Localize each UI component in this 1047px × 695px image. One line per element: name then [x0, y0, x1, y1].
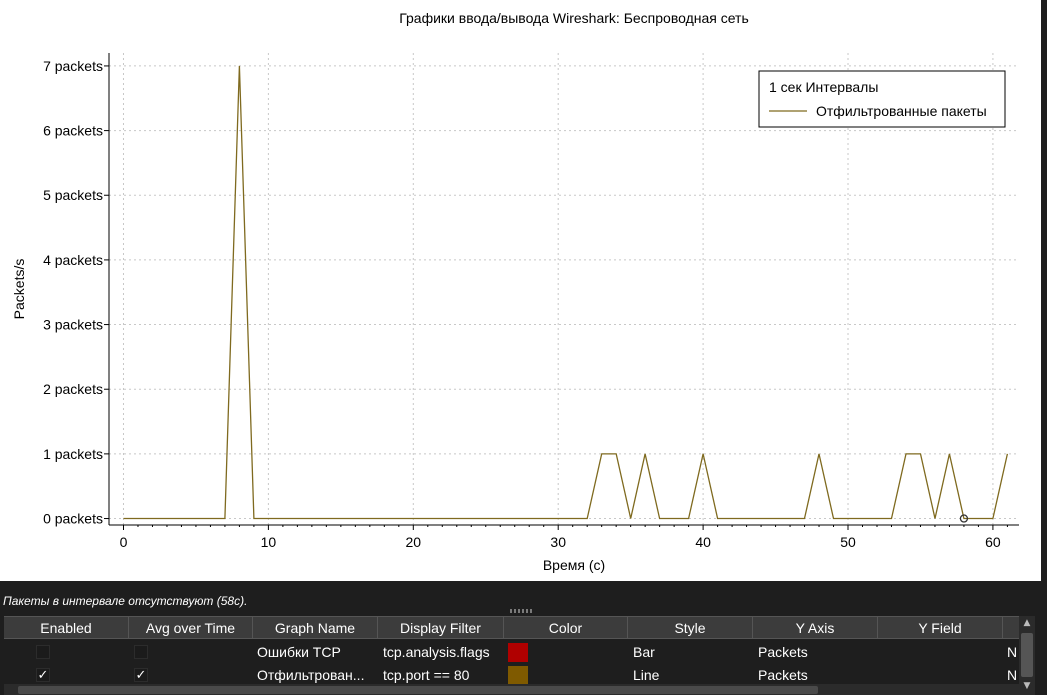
x-axis-label: Время (c) — [543, 557, 605, 573]
y-tick-label: 0 packets — [43, 511, 103, 527]
avg-over-time-checkbox[interactable] — [134, 645, 148, 659]
y-tick-label: 7 packets — [43, 58, 103, 74]
style-cell[interactable]: Bar — [633, 644, 655, 660]
col-header-color[interactable]: Color — [504, 617, 628, 639]
x-tick-label: 40 — [695, 534, 711, 550]
table-row[interactable]: ✓ ✓ Отфильтрован... tcp.port == 80 Line … — [4, 664, 1019, 687]
display-filter-cell[interactable]: tcp.port == 80 — [383, 667, 470, 683]
splitter-handle[interactable] — [510, 609, 534, 613]
y-tick-label: 5 packets — [43, 187, 103, 203]
chart-title: Графики ввода/вывода Wireshark: Беспрово… — [399, 10, 749, 26]
col-header-display-filter[interactable]: Display Filter — [378, 617, 504, 639]
legend-box — [758, 70, 1006, 128]
x-tick-label: 20 — [406, 534, 422, 550]
legend-header: 1 сек Интервалы — [769, 79, 878, 95]
y-tick-label: 1 packets — [43, 446, 103, 462]
enabled-checkbox[interactable] — [36, 645, 50, 659]
graphs-table: Enabled Avg over Time Graph Name Display… — [4, 616, 1019, 695]
x-tick-label: 10 — [261, 534, 277, 550]
enabled-checkbox[interactable]: ✓ — [36, 668, 50, 683]
selected-interval-marker — [959, 514, 969, 523]
color-swatch[interactable] — [508, 666, 528, 685]
col-header-y-field[interactable]: Y Field — [878, 617, 1003, 639]
avg-over-time-checkbox[interactable]: ✓ — [134, 668, 148, 683]
col-header-graph-name[interactable]: Graph Name — [253, 617, 378, 639]
plot-canvas[interactable]: Графики ввода/вывода Wireshark: Беспрово… — [0, 0, 1041, 581]
y-field-cell[interactable]: N — [1007, 644, 1018, 660]
y-field-cell[interactable]: N — [1007, 667, 1018, 683]
y-tick-label: 3 packets — [43, 317, 103, 333]
y-axis-label: Packets/s — [11, 259, 27, 320]
scroll-thumb[interactable] — [1021, 633, 1033, 677]
table-header: Enabled Avg over Time Graph Name Display… — [4, 616, 1019, 639]
table-horizontal-scrollbar[interactable] — [4, 684, 1019, 695]
io-graph-plot[interactable]: Графики ввода/вывода Wireshark: Беспрово… — [0, 0, 1041, 581]
y-axis-cell[interactable]: Packets — [758, 644, 808, 660]
scroll-thumb[interactable] — [18, 686, 818, 694]
table-row[interactable]: Ошибки TCP tcp.analysis.flags Bar Packet… — [4, 641, 1019, 664]
col-header-enabled[interactable]: Enabled — [4, 617, 129, 639]
y-tick-label: 4 packets — [43, 252, 103, 268]
series-line — [123, 65, 1009, 520]
x-tick-label: 50 — [840, 534, 856, 550]
x-tick-label: 60 — [985, 534, 1001, 550]
legend-entry: Отфильтрованные пакеты — [816, 103, 987, 119]
x-tick-label: 0 — [120, 534, 128, 550]
display-filter-cell[interactable]: tcp.analysis.flags — [383, 644, 490, 660]
style-cell[interactable]: Line — [633, 667, 660, 683]
scroll-down-icon[interactable]: ▼ — [1023, 681, 1031, 691]
table-vertical-scrollbar[interactable]: ▲ ▼ — [1019, 616, 1035, 695]
col-header-style[interactable]: Style — [628, 617, 753, 639]
y-tick-label: 2 packets — [43, 381, 103, 397]
col-header-avg-over-time[interactable]: Avg over Time — [129, 617, 253, 639]
y-axis-cell[interactable]: Packets — [758, 667, 808, 683]
y-tick-label: 6 packets — [43, 123, 103, 139]
col-header-y-axis[interactable]: Y Axis — [753, 617, 878, 639]
scroll-up-icon[interactable]: ▲ — [1023, 618, 1031, 628]
graph-name-cell[interactable]: Ошибки TCP — [257, 644, 341, 660]
color-swatch[interactable] — [508, 643, 528, 662]
x-tick-label: 30 — [550, 534, 566, 550]
status-text: Пакеты в интервале отсутствуют (58c). — [3, 594, 248, 608]
graph-name-cell[interactable]: Отфильтрован... — [257, 667, 365, 683]
